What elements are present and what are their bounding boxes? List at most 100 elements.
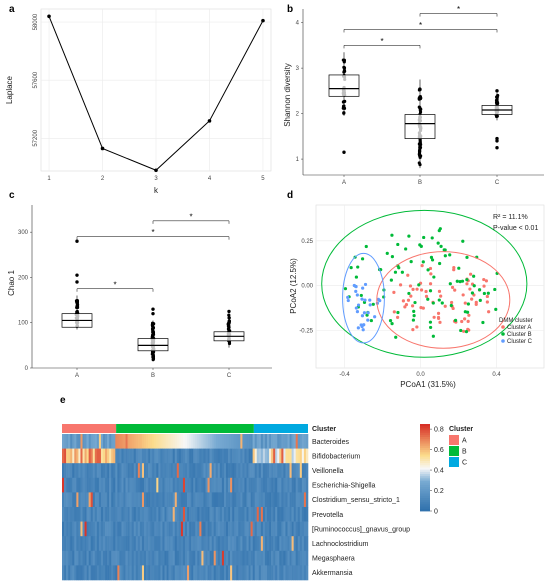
e-cell-8: [139, 550, 143, 566]
e-cell-9: [238, 565, 241, 581]
e-cell-5: [127, 507, 130, 522]
e-cell-8: [129, 550, 132, 566]
e-cell-4: [203, 492, 206, 508]
e-cell-9: [287, 565, 290, 581]
e-cell-2: [162, 463, 165, 479]
e-cell-0: [84, 434, 87, 449]
e-cell-3: [223, 477, 227, 493]
d-point-cluster-a: [453, 288, 457, 292]
panel-e-cluster-row-label: Cluster: [312, 426, 336, 433]
e-cell-2: [119, 463, 122, 479]
e-cell-3: [94, 477, 98, 493]
e-cell-8: [80, 550, 83, 566]
e-cell-5: [131, 507, 135, 522]
e-cell-1: [150, 448, 153, 464]
e-cluster-legend-key-B: [449, 446, 459, 456]
e-cell-1: [228, 448, 231, 464]
e-cell-5: [72, 507, 75, 522]
e-cell-6: [291, 521, 294, 537]
d-point-cluster-c: [355, 310, 360, 314]
e-cell-6: [240, 521, 243, 537]
e-cell-4: [264, 492, 268, 508]
d-point-cluster-b: [470, 291, 475, 295]
d-point-cluster-a: [460, 319, 464, 324]
e-cell-7: [105, 536, 108, 552]
e-cell-4: [254, 492, 258, 508]
c-point-A: [75, 299, 79, 303]
panel-c-letter: c: [9, 190, 15, 201]
e-cell-6: [283, 521, 286, 537]
e-cell-4: [281, 492, 284, 508]
e-cell-2: [86, 463, 89, 479]
b-box-B: [404, 114, 436, 139]
e-cell-0: [72, 434, 75, 449]
e-cell-4: [252, 492, 255, 508]
e-cell-8: [211, 550, 214, 566]
e-cell-4: [219, 492, 223, 508]
e-cell-0: [273, 434, 276, 449]
e-cell-1: [170, 448, 173, 464]
e-cell-5: [228, 507, 231, 522]
e-cell-5: [256, 507, 260, 522]
e-colorbar-segment: [420, 456, 430, 460]
e-cell-8: [70, 550, 73, 566]
e-cell-5: [246, 507, 249, 522]
d-point-cluster-b: [436, 241, 440, 245]
e-cell-9: [94, 565, 98, 581]
e-cell-1: [160, 448, 163, 464]
e-cell-0: [248, 434, 251, 449]
e-cell-0: [168, 434, 171, 449]
e-cell-8: [230, 550, 233, 566]
e-cell-8: [209, 550, 212, 566]
b-point-C: [495, 95, 499, 100]
e-cell-2: [84, 463, 87, 479]
e-cell-6: [80, 521, 83, 537]
e-cell-8: [64, 550, 67, 566]
e-cell-7: [203, 536, 206, 552]
e-cell-0: [260, 434, 264, 449]
e-cell-7: [182, 536, 186, 552]
d-point-cluster-b: [463, 310, 467, 314]
e-cell-8: [219, 550, 223, 566]
e-cell-6: [238, 521, 241, 537]
e-cell-9: [187, 565, 190, 581]
e-cell-3: [291, 477, 294, 493]
c-xtick-label-0: A: [75, 373, 79, 379]
e-cell-0: [258, 434, 262, 449]
e-cell-6: [271, 521, 274, 537]
e-cell-6: [187, 521, 190, 537]
e-cell-9: [189, 565, 192, 581]
e-cell-0: [283, 434, 286, 449]
d-point-cluster-c: [346, 298, 350, 303]
e-colorbar-segment: [420, 484, 430, 488]
d-point-cluster-b: [389, 278, 393, 282]
e-cell-6: [156, 521, 159, 537]
c-ytick-label-2: 200: [18, 275, 29, 281]
e-cell-7: [133, 536, 137, 552]
d-xtick-label-0: -0.4: [339, 372, 350, 378]
d-point-cluster-b: [422, 235, 426, 240]
e-cell-6: [62, 521, 65, 537]
d-point-cluster-b: [430, 236, 434, 240]
e-cell-3: [240, 477, 243, 493]
d-point-cluster-c: [366, 318, 370, 322]
e-cell-1: [144, 448, 147, 464]
e-cell-2: [64, 463, 67, 479]
e-cell-4: [283, 492, 286, 508]
e-cell-3: [191, 477, 194, 493]
b-sig-label-1: *: [419, 21, 422, 30]
e-cell-8: [240, 550, 243, 566]
e-cell-7: [62, 536, 65, 552]
e-cell-1: [115, 448, 118, 464]
e-cell-4: [271, 492, 274, 508]
e-cell-0: [203, 434, 206, 449]
b-box-A: [328, 74, 360, 97]
c-ytick-label-0: 0: [25, 366, 29, 372]
e-cell-5: [193, 507, 196, 522]
b-ytick-label-1: 2: [296, 112, 300, 118]
e-cell-6: [72, 521, 75, 537]
e-cell-6: [84, 521, 87, 537]
d-point-cluster-a: [466, 319, 470, 323]
e-colorbar-segment: [420, 476, 430, 479]
e-cell-0: [199, 434, 202, 449]
